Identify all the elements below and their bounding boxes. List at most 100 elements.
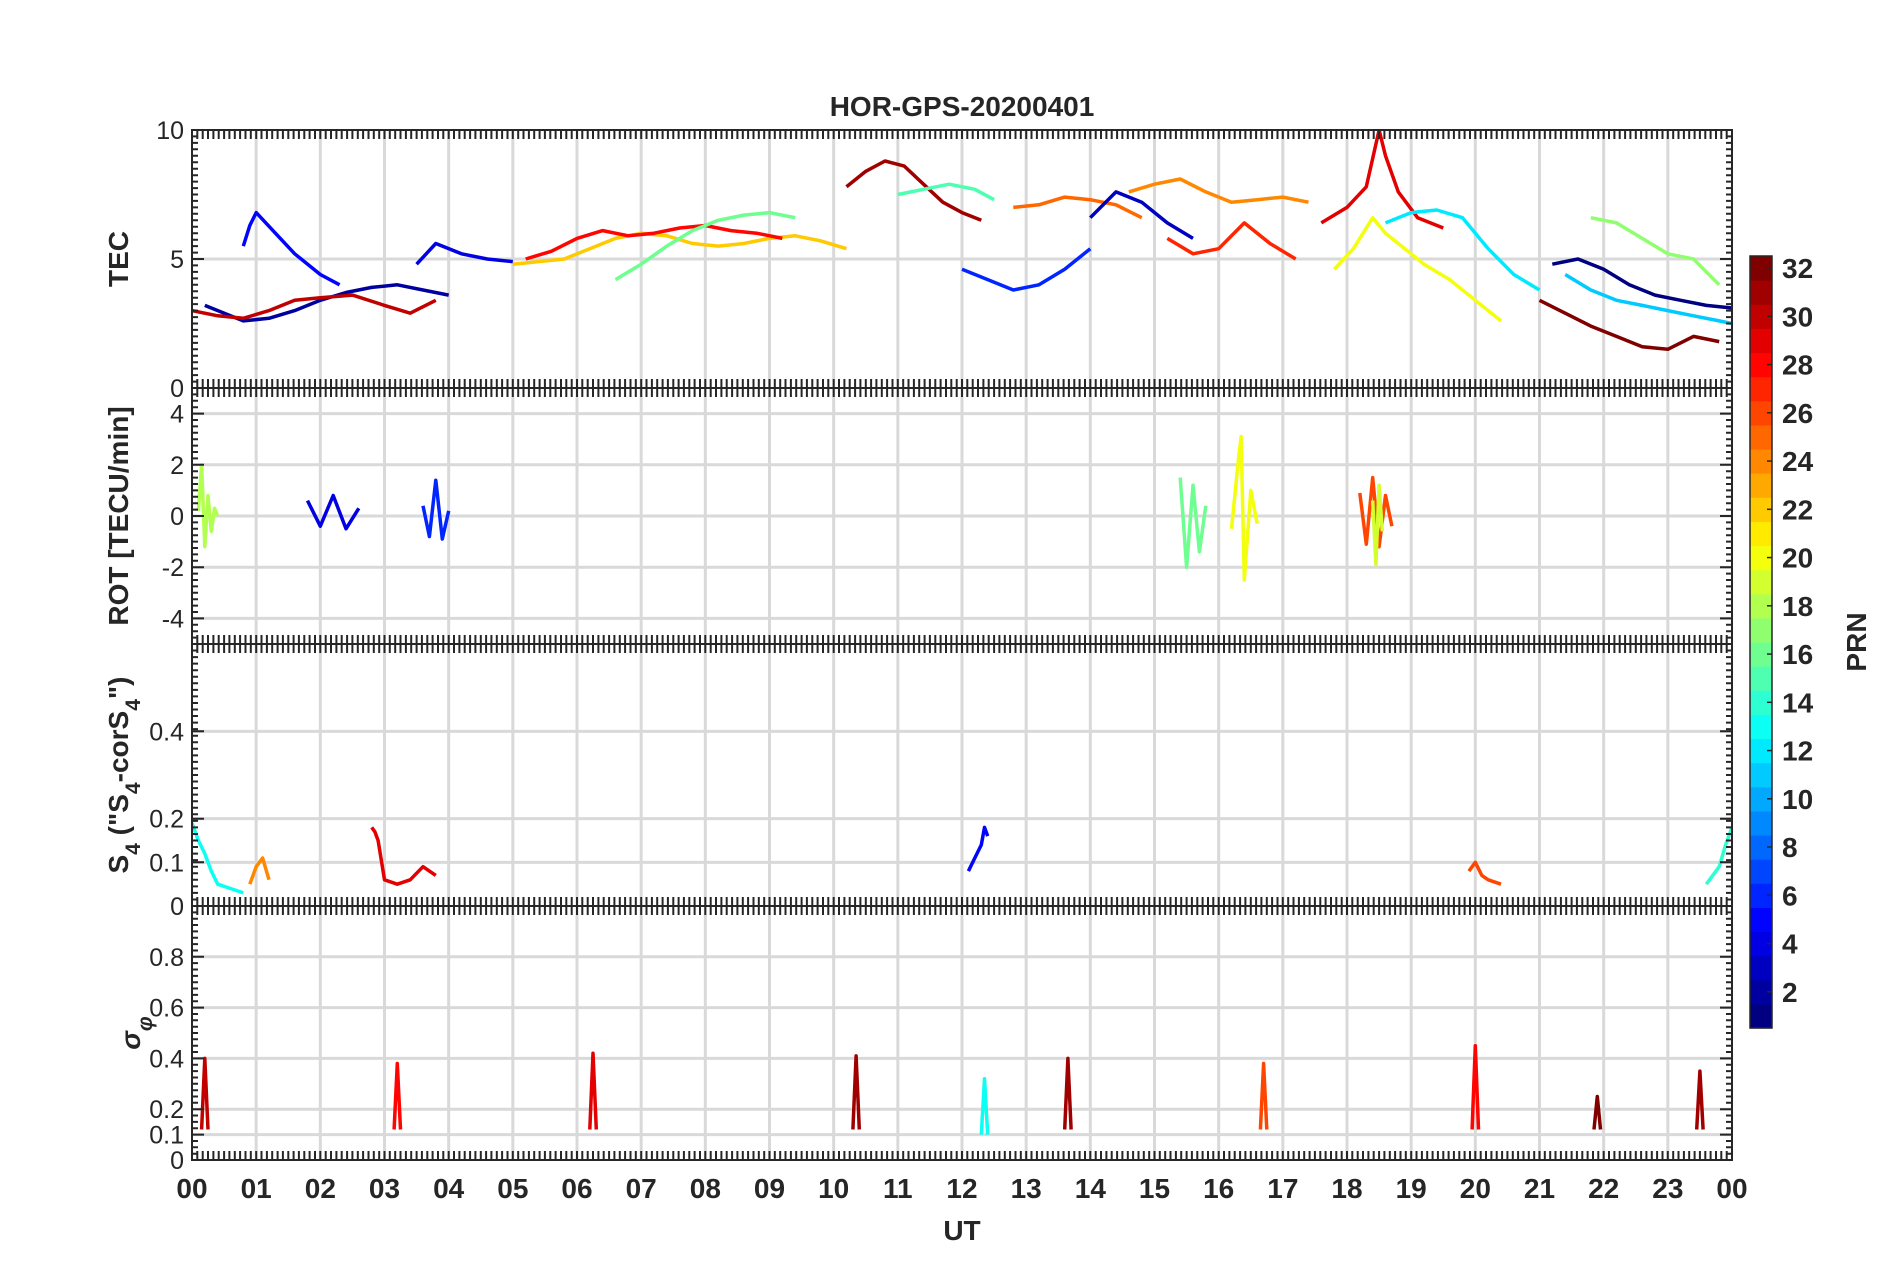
series-prn-6 <box>961 247 1092 292</box>
series-prn-25 <box>1013 195 1143 220</box>
series-group <box>199 1043 1705 1135</box>
x-tick-label: 01 <box>241 1173 272 1204</box>
y-tick-label: 0.2 <box>149 806 184 834</box>
colorbar-swatch <box>1750 979 1772 1005</box>
y-tick-label: 0.1 <box>149 849 184 877</box>
tick-marks <box>191 905 1733 1161</box>
panel-3: 0 0.1 0.2 0.4S4 ("S4-corS4") <box>103 643 1733 921</box>
x-tick-label: 06 <box>561 1173 592 1204</box>
colorbar-swatch <box>1750 690 1772 715</box>
colorbar-swatch <box>1750 376 1772 402</box>
series-prn-26 <box>1467 860 1502 886</box>
x-tick-label: 00 <box>176 1173 207 1204</box>
colorbar-swatch <box>1750 666 1772 691</box>
series-prn-30 <box>192 293 437 321</box>
colorbar-tick-label: 14 <box>1782 687 1814 718</box>
series-prn-32 <box>1538 298 1720 352</box>
x-tick-label: 02 <box>305 1173 336 1204</box>
series-prn-3 <box>1089 190 1194 240</box>
series-prn-20 <box>1229 434 1259 582</box>
x-tick-label: 09 <box>754 1173 785 1204</box>
series-prn-31 <box>845 159 982 222</box>
colorbar-label: PRN <box>1841 612 1872 671</box>
series-prn-6 <box>421 478 451 541</box>
colorbar-swatch <box>1750 569 1772 595</box>
x-tick-label: 17 <box>1267 1173 1298 1204</box>
y-tick-label: 4 <box>170 401 184 429</box>
series-prn-31 <box>851 1054 862 1130</box>
y-axis-label: ROT [TECU/min] <box>103 406 134 625</box>
series-prn-30 <box>199 1056 210 1130</box>
x-tick-label: 23 <box>1652 1173 1683 1204</box>
panel-4: 00.10.2 0.4 0.6 0.8 σφ <box>115 905 1733 1175</box>
series-prn-27 <box>1166 221 1297 261</box>
x-tick-label: 14 <box>1075 1173 1107 1204</box>
colorbar-swatch <box>1750 328 1772 354</box>
x-tick-label: 16 <box>1203 1173 1234 1204</box>
colorbar-swatch <box>1750 714 1772 740</box>
colorbar-swatch <box>1750 256 1772 281</box>
tick-marks <box>191 129 1733 389</box>
x-tick-label: 15 <box>1139 1173 1170 1204</box>
series-prn-16 <box>1178 477 1208 569</box>
x-tick-label: 19 <box>1396 1173 1427 1204</box>
y-tick-label: 0 <box>170 503 184 531</box>
series-prn-2 <box>204 283 450 323</box>
colorbar-tick-label: 2 <box>1782 977 1798 1008</box>
colorbar-tick-label: 10 <box>1782 784 1813 815</box>
series-prn-24 <box>1128 177 1309 204</box>
colorbar-tick-label: 32 <box>1782 253 1813 284</box>
series-prn-29 <box>588 1051 599 1130</box>
colorbar-tick-label: 12 <box>1782 736 1813 767</box>
x-tick-label: 12 <box>946 1173 977 1204</box>
series-prn-20 <box>1332 215 1503 323</box>
colorbar-swatch <box>1750 931 1772 957</box>
colorbar-tick-label: 26 <box>1782 398 1813 429</box>
tick-marks <box>191 643 1733 907</box>
colorbar-swatch <box>1750 593 1772 619</box>
x-tick-labels: 00 01 02 03 04 05 06 07 08 09 10 11 12 13 14 15 16 17 18 19… <box>176 1173 1747 1204</box>
x-tick-label: 08 <box>690 1173 721 1204</box>
colorbar-swatch <box>1750 762 1772 788</box>
y-tick-label: 0.1 <box>149 1122 184 1150</box>
colorbar-swatch <box>1750 424 1772 450</box>
colorbar-tick-label: 20 <box>1782 543 1813 574</box>
colorbar-swatch <box>1750 352 1772 378</box>
colorbar-swatch <box>1750 955 1772 981</box>
colorbar-swatch <box>1750 859 1772 884</box>
colorbar-swatch <box>1750 280 1772 305</box>
series-prn-13 <box>192 822 244 895</box>
x-tick-label: 13 <box>1011 1173 1042 1204</box>
y-axis-label: σφ <box>115 1016 157 1050</box>
series-prn-24 <box>248 856 271 885</box>
series-prn-5 <box>966 825 990 872</box>
x-axis-label: UT <box>943 1215 980 1246</box>
colorbar-swatch <box>1750 400 1772 426</box>
x-tick-label: 00 <box>1716 1173 1747 1204</box>
colorbar-tick-label: 16 <box>1782 639 1813 670</box>
chart-title: HOR-GPS-20200401 <box>830 91 1095 122</box>
y-tick-label: 0.8 <box>149 944 184 972</box>
series-prn-4 <box>305 493 361 531</box>
series-prn-28 <box>525 223 783 261</box>
y-tick-label: 10 <box>156 117 184 145</box>
x-tick-label: 11 <box>883 1173 913 1204</box>
series-prn-32 <box>1592 1094 1603 1130</box>
colorbar-tick-label: 22 <box>1782 494 1813 525</box>
colorbar-swatch <box>1750 738 1772 764</box>
x-tick-label: 18 <box>1331 1173 1362 1204</box>
colorbar-swatch <box>1750 497 1772 522</box>
colorbar-swatch <box>1750 617 1772 643</box>
colorbar-swatch <box>1750 449 1772 474</box>
x-tick-label: 04 <box>433 1173 465 1204</box>
colorbar-swatch <box>1750 810 1772 836</box>
series-prn-11 <box>1564 273 1732 326</box>
x-tick-label: 07 <box>626 1173 657 1204</box>
panel-1: 0 5 10 TEC <box>103 117 1733 403</box>
series-prn-29 <box>1320 130 1444 230</box>
y-tick-label: 0 <box>170 375 184 403</box>
colorbar-swatch <box>1750 1003 1772 1029</box>
x-tick-label: 05 <box>497 1173 528 1204</box>
